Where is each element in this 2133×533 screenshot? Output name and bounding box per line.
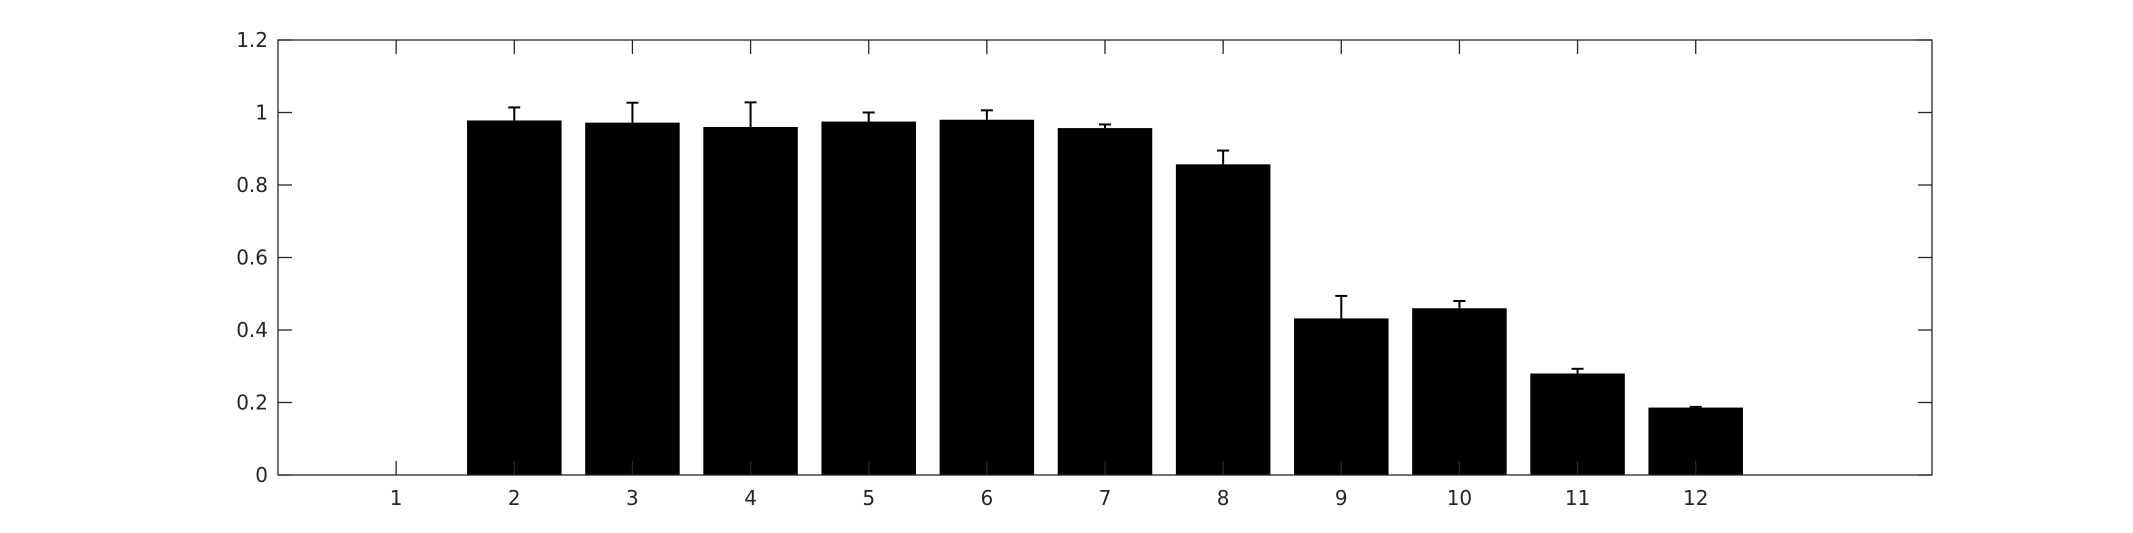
- bar-5: [821, 121, 916, 475]
- y-tick-labels: 0 0.2 0.4 0.6 0.8 1 1.2: [236, 28, 268, 487]
- bar-3: [585, 122, 680, 476]
- x-tick-label-12: 12: [1683, 486, 1708, 510]
- bar-9: [1294, 318, 1389, 475]
- x-tick-label-3: 3: [626, 486, 639, 510]
- y-tick-label-0: 0: [255, 463, 268, 487]
- bar-11: [1530, 373, 1625, 475]
- y-tick-label-3: 0.6: [236, 246, 268, 270]
- y-tick-label-5: 1: [255, 101, 268, 125]
- bar-7: [1057, 128, 1153, 475]
- x-tick-label-5: 5: [862, 486, 875, 510]
- bars: [467, 119, 1743, 476]
- axes-box: [277, 39, 1933, 476]
- bar-8: [1175, 164, 1271, 475]
- x-tick-label-4: 4: [744, 486, 757, 510]
- x-tick-label-7: 7: [1099, 486, 1112, 510]
- x-tick-label-10: 10: [1447, 486, 1472, 510]
- x-tick-label-8: 8: [1217, 486, 1230, 510]
- x-tick-labels: 1 2 3 4 5 6 7 8 9 10 11 12: [390, 486, 1709, 510]
- bar-2: [467, 120, 562, 475]
- error-bars: [508, 101, 1702, 408]
- y-tick-label-4: 0.8: [236, 173, 268, 197]
- y-tick-label-1: 0.2: [236, 391, 268, 415]
- x-tick-label-2: 2: [508, 486, 521, 510]
- x-tick-label-9: 9: [1335, 486, 1348, 510]
- y-tick-label-2: 0.4: [236, 318, 268, 342]
- x-tick-label-11: 11: [1565, 486, 1590, 510]
- bar-4: [703, 127, 798, 475]
- x-tick-label-6: 6: [980, 486, 993, 510]
- bar-6: [939, 119, 1035, 475]
- bar-10: [1412, 308, 1507, 475]
- y-tick-label-6: 1.2: [236, 28, 268, 52]
- x-tick-label-1: 1: [390, 486, 403, 510]
